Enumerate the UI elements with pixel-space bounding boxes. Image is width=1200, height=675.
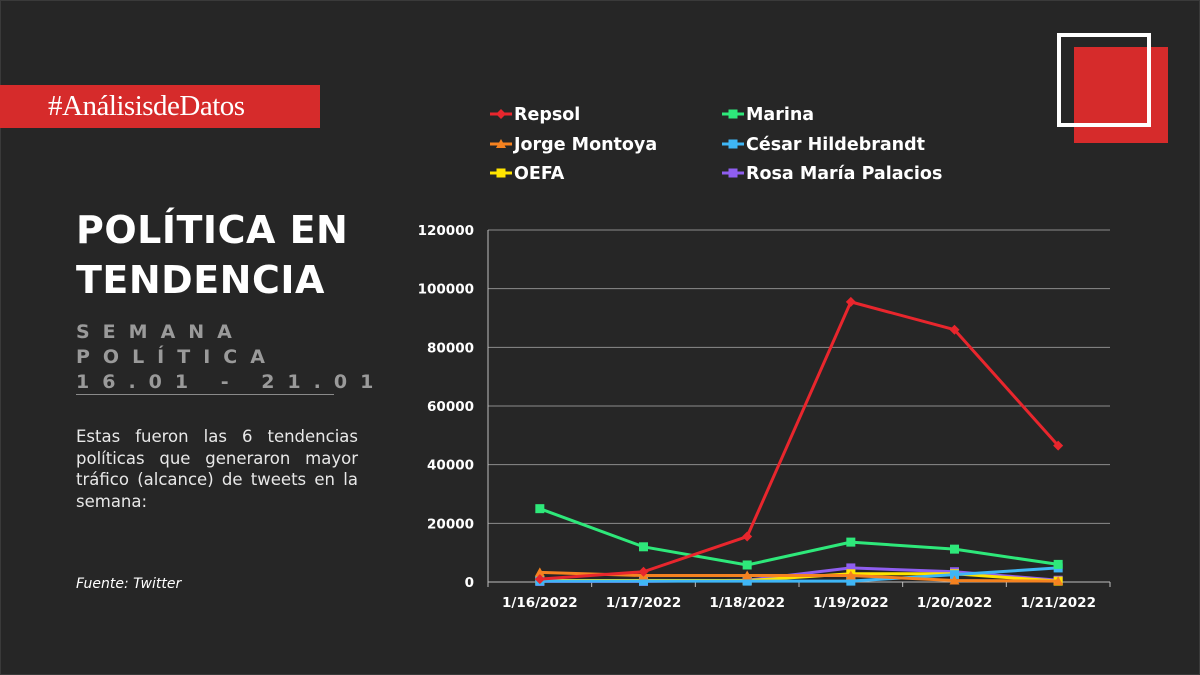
series-line-cesar-hildebrandt (539, 566, 1059, 583)
legend-label: Jorge Montoya (513, 135, 657, 155)
chart-axes (487, 230, 1111, 587)
y-tick-label: 80000 (427, 340, 474, 356)
y-tick-label: 20000 (427, 516, 474, 532)
hashtag-banner: #AnálisisdeDatos (0, 85, 320, 128)
y-axis-tick-labels: 0 20000 40000 60000 80000 100000 120000 (418, 223, 474, 591)
legend-swatch-marker (728, 139, 738, 149)
data-point-repsol (845, 296, 856, 307)
legend-item-marina: Marina (722, 105, 814, 125)
legend-swatch-marker (496, 168, 506, 178)
x-axis-tick-labels: 1/16/2022 1/17/2022 1/18/2022 1/19/2022 1/20… (502, 595, 1096, 611)
legend-label: César Hildebrandt (746, 135, 925, 155)
data-point-jorge-montoya (845, 570, 856, 580)
legend-item-repsol: Repsol (490, 105, 580, 125)
data-point-rosa-maria-palacios (846, 563, 856, 573)
data-point-marina (535, 504, 545, 514)
series-line-marina (539, 507, 1059, 567)
week-line-1: SEMANA (76, 321, 245, 343)
week-line-2: POLÍTICA (76, 346, 278, 368)
series-line-jorge-montoya (539, 570, 1059, 583)
legend-label: Repsol (514, 105, 580, 125)
x-tick-label: 1/17/2022 (606, 595, 682, 611)
series-repsol (534, 296, 1064, 585)
data-point-cesar-hildebrandt (846, 576, 856, 586)
y-tick-label: 0 (465, 575, 474, 591)
legend-label: Rosa María Palacios (746, 164, 942, 184)
data-point-repsol (949, 324, 960, 335)
x-tick-label: 1/20/2022 (917, 595, 993, 611)
page-title-line-2: TENDENCIA (76, 258, 325, 302)
week-subtitle: SEMANA POLÍTICA 16.01 - 21.01 (76, 320, 376, 395)
data-point-marina (950, 544, 959, 554)
legend-item-jorge-montoya: Jorge Montoya (490, 135, 657, 155)
series-line-repsol (539, 300, 1060, 581)
data-point-cesar-hildebrandt (742, 576, 752, 586)
y-tick-label: 100000 (418, 282, 474, 298)
x-tick-label: 1/21/2022 (1020, 595, 1096, 611)
data-point-repsol (638, 566, 649, 577)
data-point-jorge-montoya (742, 570, 753, 580)
data-point-marina (1053, 559, 1063, 569)
data-point-cesar-hildebrandt (639, 576, 648, 586)
y-tick-label: 60000 (427, 399, 474, 415)
data-point-jorge-montoya (1053, 576, 1064, 586)
week-date-range: 16.01 - 21.01 (76, 371, 387, 393)
data-point-repsol (1053, 440, 1064, 451)
legend-item-oefa: OEFA (490, 164, 565, 184)
chart-gridlines (488, 229, 1110, 524)
source-note: Fuente: Twitter (76, 576, 182, 592)
legend-label: Marina (746, 105, 814, 125)
description-text: Estas fueron las 6 tendencias políticas … (76, 427, 358, 511)
x-tick-label: 1/18/2022 (709, 595, 785, 611)
hashtag-text: #AnálisisdeDatos (48, 90, 245, 122)
page-title: POLÍTICA EN TENDENCIA (76, 205, 396, 305)
legend-swatch-marker (496, 139, 506, 148)
data-point-repsol (534, 574, 545, 585)
legend-swatch-marker (728, 109, 738, 119)
data-point-jorge-montoya (534, 567, 545, 577)
data-point-marina (846, 537, 856, 547)
x-tick-label: 1/16/2022 (502, 595, 578, 611)
trend-line-chart: Repsol Marina Jorge Montoya César Hildebran… (418, 105, 1111, 611)
legend-swatch-marker (496, 109, 506, 119)
data-point-jorge-montoya (949, 575, 960, 585)
chart-legend: Repsol Marina Jorge Montoya César Hildebran… (490, 105, 942, 184)
data-point-cesar-hildebrandt (950, 570, 959, 580)
week-divider (76, 394, 334, 395)
data-point-marina (742, 560, 752, 570)
legend-item-cesar-hildebrandt: César Hildebrandt (722, 135, 925, 155)
y-tick-label: 120000 (418, 223, 474, 239)
legend-swatch-marker (728, 168, 738, 178)
legend-item-rosa-maria-palacios: Rosa María Palacios (722, 164, 942, 184)
page-title-line-1: POLÍTICA EN (76, 208, 349, 252)
chart-series (534, 296, 1064, 586)
x-tick-label: 1/19/2022 (813, 595, 889, 611)
legend-label: OEFA (514, 164, 565, 184)
data-point-marina (639, 542, 648, 552)
series-marina (535, 504, 1063, 570)
decorative-red-square (1074, 47, 1168, 143)
y-tick-label: 40000 (427, 458, 474, 474)
decorative-outline-square (1057, 33, 1151, 127)
data-point-repsol (742, 531, 753, 542)
